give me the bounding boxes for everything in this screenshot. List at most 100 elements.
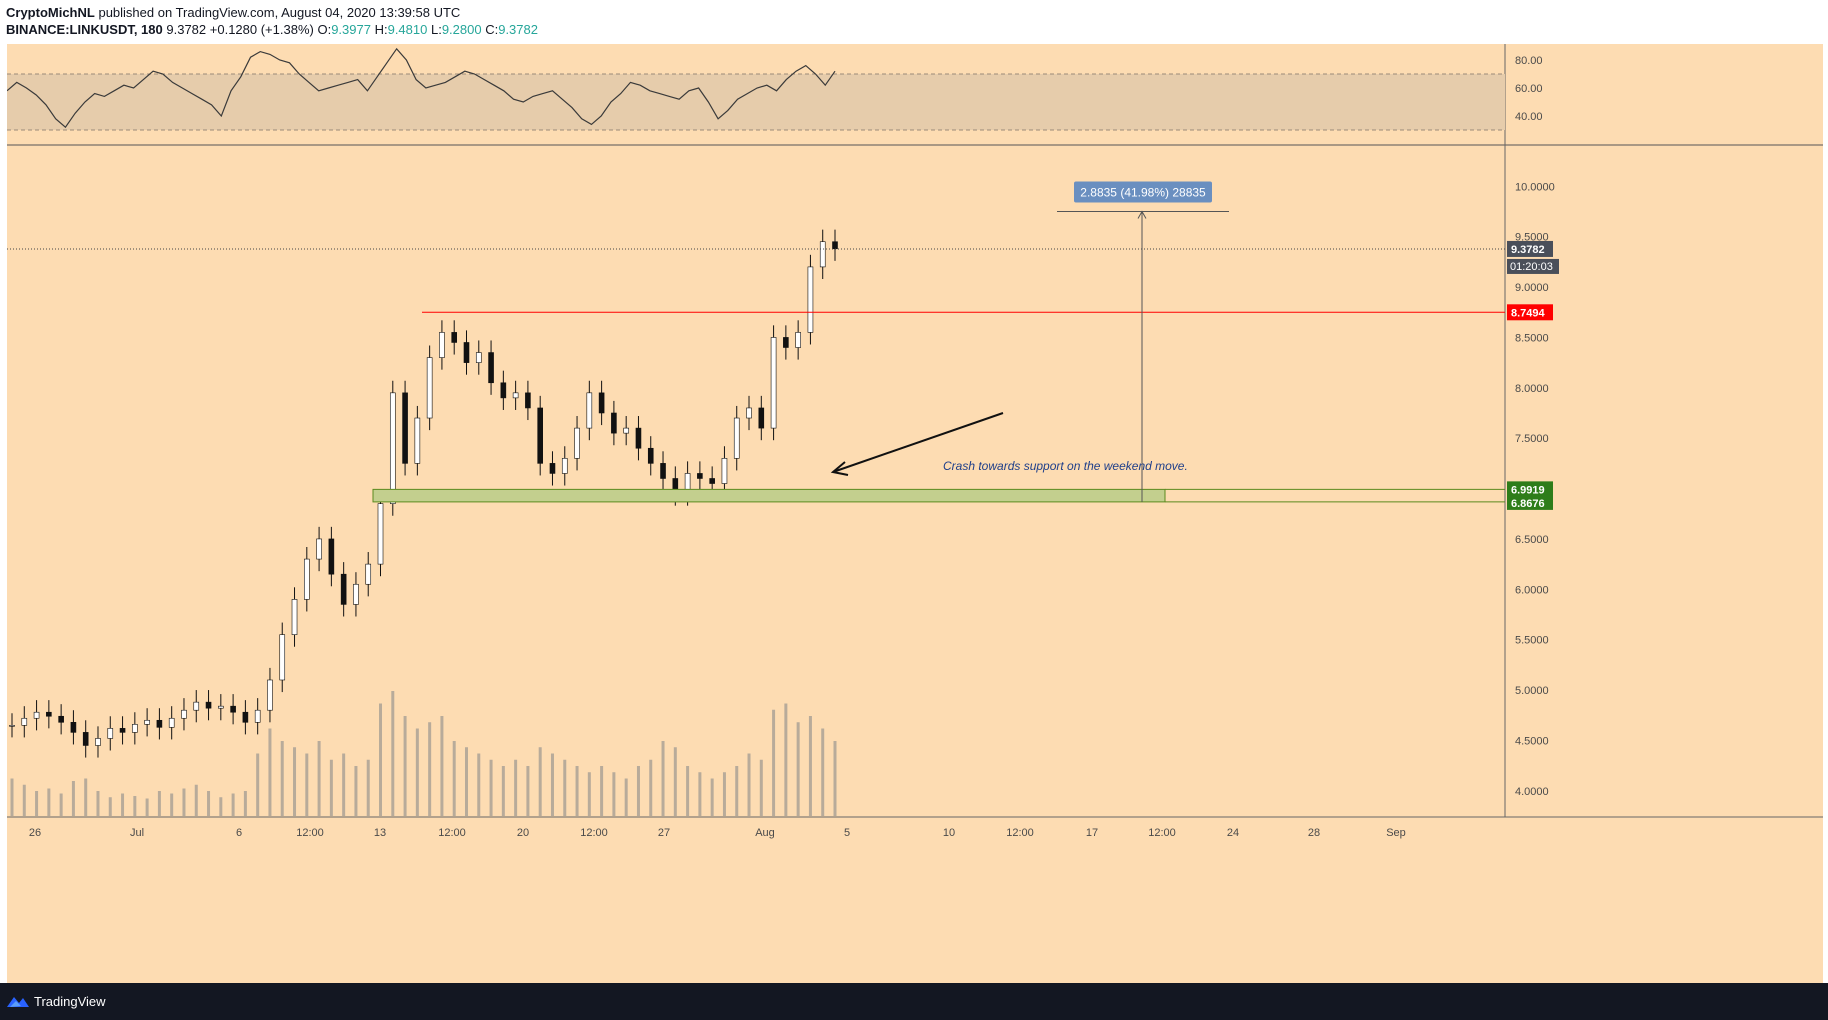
price-tick-label: 5.0000	[1515, 685, 1549, 697]
candle-body	[291, 599, 298, 635]
author-name[interactable]: CryptoMichNL	[6, 5, 95, 20]
candle-body	[316, 538, 322, 560]
candle-body	[168, 717, 175, 728]
candle-body	[82, 732, 89, 746]
chart-area[interactable]: 80.00 60.00 40.00 10.0000 9.5000 9.0000 8.5000…	[7, 44, 1823, 983]
volume-bar	[354, 766, 358, 816]
volume-bar	[796, 722, 800, 816]
time-tick-label: 13	[374, 827, 386, 839]
resistance-tag: 8.7494	[1511, 307, 1546, 319]
resistance-tag-bg	[1507, 304, 1553, 321]
time-tick-label: 12:00	[1148, 827, 1176, 839]
volume-bar	[133, 796, 137, 816]
time-tick-label: Jul	[130, 827, 144, 839]
support-top-tag-bg	[1507, 481, 1553, 497]
volume-bar	[22, 784, 26, 816]
candle-body	[21, 717, 28, 726]
volume-bar	[207, 791, 211, 816]
candle-body	[439, 332, 445, 358]
volume-bar	[747, 753, 751, 816]
footer-brand[interactable]: TradingView	[34, 994, 106, 1009]
measure-label: 2.8835 (41.98%) 28835	[1080, 185, 1206, 199]
price-tick-label: 8.5000	[1515, 332, 1549, 344]
rsi-tick-label: 60.00	[1515, 83, 1543, 95]
volume-bar	[391, 691, 395, 816]
support-bottom-tag-bg	[1507, 494, 1553, 510]
price-tick-label: 4.0000	[1515, 786, 1549, 798]
price-tick-label: 5.5000	[1515, 635, 1549, 647]
volume-bar	[145, 798, 149, 816]
last-price-tag-bg	[1507, 240, 1553, 257]
time-tick-label: 27	[658, 827, 670, 839]
candle-body	[758, 407, 765, 429]
time-tick-label: 28	[1308, 827, 1320, 839]
support-zone	[372, 488, 1166, 503]
candle-body	[561, 458, 568, 474]
volume-bar	[293, 747, 297, 816]
candle-body	[623, 427, 629, 434]
tradingview-logo-icon[interactable]	[6, 993, 30, 1012]
candle-body	[279, 634, 286, 681]
volume-bar	[735, 766, 739, 816]
time-tick-label: 12:00	[580, 827, 608, 839]
candle-body	[181, 709, 187, 719]
candle-body	[586, 392, 593, 429]
price-tick-label: 6.0000	[1515, 584, 1549, 596]
ohlc-line: BINANCE:LINKUSDT, 180 9.3782 +0.1280 (+1…	[6, 22, 538, 37]
rsi-line	[7, 47, 836, 129]
volume-bar	[722, 772, 726, 816]
volume-bar	[501, 766, 505, 816]
candle-body	[107, 728, 114, 739]
volume-bar	[587, 772, 591, 816]
countdown-tag: 01:20:03	[1510, 261, 1553, 273]
candle-body	[451, 332, 458, 343]
volume-bar	[182, 788, 186, 816]
volume-bar	[121, 793, 125, 816]
volume-bar	[649, 759, 653, 816]
volume-bar	[821, 728, 825, 816]
candle-body	[144, 719, 150, 725]
volume-bar	[157, 791, 161, 816]
measure-label-bg	[1074, 181, 1212, 203]
volume-bar	[514, 759, 518, 816]
candle-body	[598, 392, 605, 414]
chart-canvas[interactable]: 80.00 60.00 40.00 10.0000 9.5000 9.0000 8.5000…	[7, 44, 1823, 983]
time-tick-label: Aug	[755, 827, 775, 839]
price-tick-label: 9.5000	[1515, 232, 1549, 244]
candle-body	[475, 352, 482, 363]
close-value: 9.3782	[498, 22, 538, 37]
candle-body	[9, 725, 15, 727]
volume-bar	[10, 778, 14, 816]
time-tick-label: 12:00	[438, 827, 466, 839]
chart-header: CryptoMichNL published on TradingView.co…	[0, 0, 1828, 44]
candle-body	[697, 473, 703, 479]
candle-body	[783, 337, 789, 348]
volume-bar	[784, 703, 788, 816]
candle-body	[156, 719, 163, 728]
candle-body	[132, 724, 138, 733]
volume-bar	[489, 759, 493, 816]
candle-body	[365, 563, 372, 585]
open-value: 9.3977	[331, 22, 371, 37]
volume-bar	[808, 716, 812, 816]
symbol-label[interactable]: BINANCE:LINKUSDT, 180	[6, 22, 163, 37]
volume-bar	[305, 753, 309, 816]
candle-body	[267, 679, 273, 711]
volume-bar	[342, 753, 346, 816]
published-text: published on TradingView.com, August 04,…	[98, 5, 461, 20]
candle-body	[512, 392, 519, 399]
volume-bar	[219, 797, 223, 816]
candle-body	[340, 573, 347, 605]
volume-bar	[415, 728, 419, 816]
time-tick-label: 5	[844, 827, 850, 839]
candle-body	[819, 241, 826, 268]
volume-bar	[673, 747, 677, 816]
open-label: O:	[317, 22, 332, 37]
volume-bar	[772, 709, 776, 816]
volume-bar	[108, 797, 112, 816]
footer-bar: TradingView	[0, 983, 1828, 1020]
volume-bar	[194, 784, 198, 816]
volume-bar	[636, 766, 640, 816]
candle-body	[254, 709, 261, 723]
candle-body	[500, 382, 507, 399]
